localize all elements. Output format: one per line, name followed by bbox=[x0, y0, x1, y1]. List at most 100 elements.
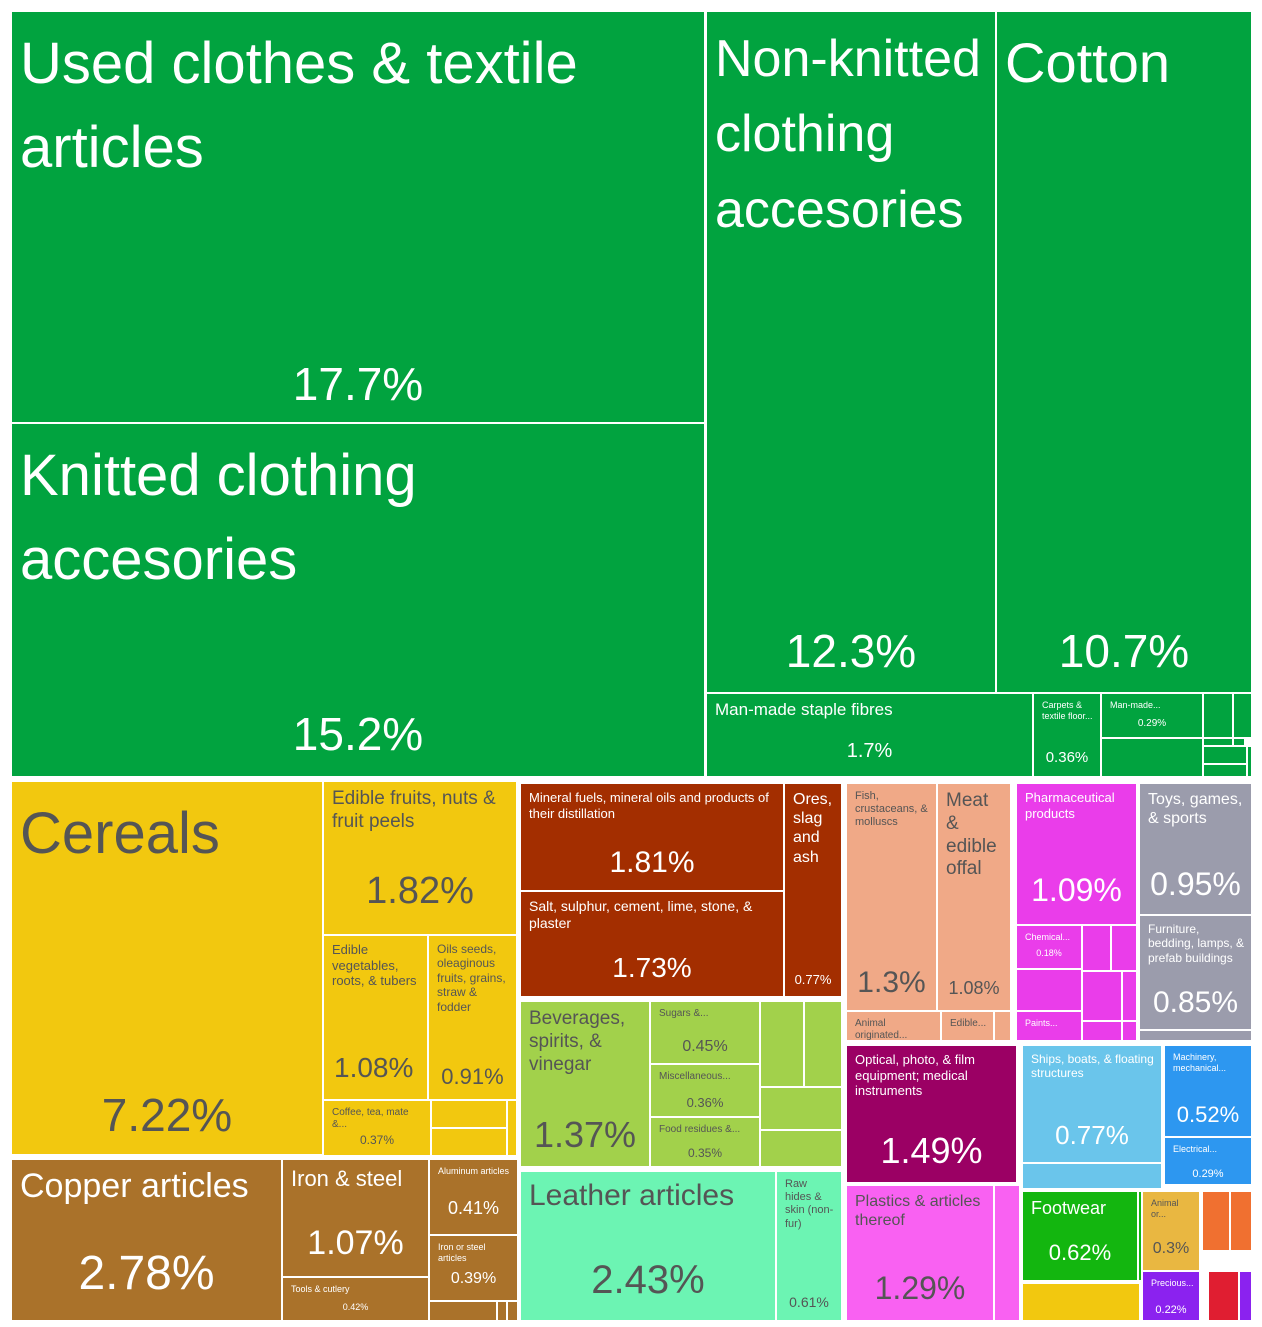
treemap-tile-electrical[interactable]: Electrical... 0.29% bbox=[1163, 1136, 1253, 1186]
treemap-tile-cereals[interactable]: Cereals 7.22% bbox=[10, 780, 324, 1156]
treemap-tile-optical[interactable]: Optical, photo, & film equipment; medica… bbox=[845, 1044, 1018, 1184]
treemap-tile-small[interactable] bbox=[803, 1000, 843, 1088]
tile-label: Beverages, spirits, & vinegar bbox=[529, 1008, 626, 1075]
treemap-tile-tools[interactable]: Tools & cutlery 0.42% bbox=[281, 1276, 430, 1322]
treemap-tile-small[interactable] bbox=[1202, 692, 1234, 739]
tile-label: Footwear bbox=[1031, 1198, 1107, 1218]
tile-label: Edible vegetables, roots, & tubers bbox=[332, 942, 417, 989]
treemap-tile-oil-seeds[interactable]: Oils seeds, oleaginous fruits, grains, s… bbox=[427, 934, 518, 1101]
tile-value: 0.61% bbox=[789, 1294, 829, 1310]
treemap-tile-machinery[interactable]: Machinery, mechanical... 0.52% bbox=[1163, 1044, 1253, 1138]
treemap-tile-footwear[interactable]: Footwear 0.62% bbox=[1021, 1190, 1139, 1282]
treemap-tile-small[interactable] bbox=[1202, 745, 1248, 765]
treemap-tile-man-made-staple[interactable]: Man-made staple fibres 1.7% bbox=[705, 692, 1034, 778]
tile-label: Cereals bbox=[20, 801, 220, 866]
treemap-tile-small[interactable] bbox=[759, 1086, 843, 1131]
treemap-tile-small[interactable] bbox=[430, 1099, 508, 1129]
treemap-tile-iron-steel-articles[interactable]: Iron or steel articles 0.39% bbox=[428, 1234, 519, 1302]
treemap-tile-knitted-clothing[interactable]: Knitted clothing accesories 15.2% bbox=[10, 422, 706, 778]
treemap-tile-small[interactable] bbox=[1021, 1162, 1163, 1190]
treemap-tile-furniture[interactable]: Furniture, bedding, lamps, & prefab buil… bbox=[1138, 914, 1253, 1031]
treemap-tile-raw-hides[interactable]: Raw hides & skin (non-fur) 0.61% bbox=[775, 1170, 843, 1322]
tile-label: Sugars &... bbox=[659, 1008, 709, 1019]
treemap-tile-small[interactable] bbox=[1021, 1282, 1141, 1322]
treemap-tile-coffee-tea[interactable]: Coffee, tea, mate &... 0.37% bbox=[322, 1099, 432, 1157]
treemap-tile-small[interactable] bbox=[1110, 924, 1138, 972]
tile-label: Chemical... bbox=[1025, 932, 1071, 942]
treemap-tile-small[interactable] bbox=[1121, 1020, 1138, 1042]
tile-label: Machinery, mechanical... bbox=[1173, 1052, 1227, 1073]
treemap-tile-plastics[interactable]: Plastics & articles thereof 1.29% bbox=[845, 1184, 995, 1322]
tile-label: Miscellaneous... bbox=[659, 1071, 731, 1082]
treemap-tile-toys[interactable]: Toys, games, & sports 0.95% bbox=[1138, 782, 1253, 916]
tile-label: Mineral fuels, mineral oils and products… bbox=[529, 790, 769, 821]
treemap-tile-precious[interactable]: Precious... 0.22% bbox=[1141, 1270, 1201, 1322]
treemap-tile-small[interactable] bbox=[1201, 1190, 1231, 1252]
treemap-tile-small[interactable] bbox=[1121, 970, 1138, 1022]
treemap-tile-food-residues[interactable]: Food residues &... 0.35% bbox=[649, 1116, 761, 1168]
treemap-tile-aluminum[interactable]: Aluminum articles 0.41% bbox=[428, 1158, 519, 1236]
tile-label: Raw hides & skin (non-fur) bbox=[785, 1178, 834, 1230]
treemap-tile-small[interactable] bbox=[1081, 1020, 1123, 1042]
treemap-tile-small[interactable] bbox=[1081, 970, 1123, 1022]
treemap-tile-non-knitted-clothing[interactable]: Non-knitted clothing accesories 12.3% bbox=[705, 10, 997, 694]
treemap-tile-small[interactable] bbox=[506, 1099, 518, 1157]
treemap-tile-salt-sulphur[interactable]: Salt, sulphur, cement, lime, stone, & pl… bbox=[519, 890, 785, 998]
treemap-tile-small[interactable] bbox=[1229, 1190, 1253, 1252]
treemap-tile-small[interactable] bbox=[1100, 737, 1204, 778]
treemap-tile-small[interactable] bbox=[1207, 1270, 1240, 1322]
treemap-tile-animal-or[interactable]: Animal or... 0.3% bbox=[1141, 1190, 1201, 1272]
treemap-tile-fish[interactable]: Fish, crustaceans, & molluscs 1.3% bbox=[845, 782, 938, 1012]
treemap-tile-meat[interactable]: Meat & edible offal 1.08% bbox=[936, 782, 1012, 1012]
treemap-tile-small[interactable] bbox=[1202, 763, 1248, 778]
treemap-tile-small[interactable] bbox=[1015, 968, 1083, 1012]
treemap-tile-small[interactable] bbox=[1238, 1270, 1253, 1322]
treemap-tile-used-clothes[interactable]: Used clothes & textile articles 17.7% bbox=[10, 10, 706, 424]
tile-value: 1.81% bbox=[609, 846, 695, 879]
treemap-tile-sugars[interactable]: Sugars &... 0.45% bbox=[649, 1000, 761, 1065]
treemap-tile-edible-fruits[interactable]: Edible fruits, nuts & fruit peels 1.82% bbox=[322, 780, 518, 936]
treemap-tile-carpets[interactable]: Carpets & textile floor... 0.36% bbox=[1032, 692, 1102, 778]
treemap-tile-small[interactable] bbox=[759, 1129, 843, 1168]
tile-value: 0.42% bbox=[342, 1302, 369, 1312]
treemap-tile-mineral-fuels[interactable]: Mineral fuels, mineral oils and products… bbox=[519, 782, 785, 892]
treemap-tile-ores-slag[interactable]: Ores, slag and ash 0.77% bbox=[783, 782, 843, 998]
tile-label: Edible fruits, nuts & fruit peels bbox=[332, 788, 496, 832]
tile-value: 0.91% bbox=[441, 1064, 504, 1089]
treemap-tile-small[interactable] bbox=[1232, 692, 1253, 739]
tile-label: Plastics & articles thereof bbox=[855, 1193, 981, 1230]
treemap-tile-small[interactable] bbox=[1081, 924, 1112, 972]
tile-value: 0.95% bbox=[1150, 866, 1241, 902]
treemap-tile-chemical[interactable]: Chemical... 0.18% bbox=[1015, 924, 1083, 970]
tile-value: 0.77% bbox=[1055, 1120, 1129, 1150]
treemap-tile-edible-vegetables[interactable]: Edible vegetables, roots, & tubers 1.08% bbox=[322, 934, 429, 1101]
treemap-tile-edible-animal[interactable]: Edible... bbox=[940, 1010, 995, 1042]
tile-label: Cotton bbox=[1005, 31, 1170, 94]
treemap-tile-small[interactable] bbox=[993, 1184, 1021, 1322]
tile-value: 1.09% bbox=[1031, 872, 1122, 908]
treemap-tile-ships[interactable]: Ships, boats, & floating structures 0.77% bbox=[1021, 1044, 1163, 1164]
treemap-tile-animal-originated[interactable]: Animal originated... bbox=[845, 1010, 942, 1042]
treemap-tile-small[interactable] bbox=[1246, 745, 1253, 778]
treemap-tile-man-made-filaments[interactable]: Man-made... 0.29% bbox=[1100, 692, 1204, 739]
treemap-tile-misc-edible[interactable]: Miscellaneous... 0.36% bbox=[649, 1063, 761, 1118]
treemap-tile-leather[interactable]: Leather articles 2.43% bbox=[519, 1170, 777, 1322]
treemap-tile-copper[interactable]: Copper articles 2.78% bbox=[10, 1158, 283, 1322]
tile-value: 1.08% bbox=[334, 1052, 414, 1083]
treemap-tile-paints[interactable]: Paints... bbox=[1015, 1010, 1083, 1042]
tile-label: Food residues &... bbox=[659, 1124, 741, 1135]
tile-label: Salt, sulphur, cement, lime, stone, & pl… bbox=[529, 898, 753, 931]
treemap-tile-small[interactable] bbox=[759, 1000, 805, 1088]
treemap-tile-pharma[interactable]: Pharmaceutical products 1.09% bbox=[1015, 782, 1138, 926]
treemap-tile-small[interactable] bbox=[993, 1010, 1012, 1042]
treemap-tile-small[interactable] bbox=[506, 1300, 519, 1322]
treemap-tile-small[interactable] bbox=[428, 1300, 498, 1322]
tile-value: 1.82% bbox=[366, 870, 474, 912]
tile-value: 10.7% bbox=[1058, 625, 1190, 677]
treemap-tile-iron-steel[interactable]: Iron & steel 1.07% bbox=[281, 1158, 430, 1278]
treemap-tile-small[interactable] bbox=[430, 1127, 508, 1157]
tile-label: Aluminum articles bbox=[438, 1166, 510, 1176]
treemap-tile-cotton[interactable]: Cotton 10.7% bbox=[995, 10, 1253, 694]
treemap-tile-beverages[interactable]: Beverages, spirits, & vinegar 1.37% bbox=[519, 1000, 651, 1168]
tile-value: 0.22% bbox=[1155, 1304, 1187, 1316]
